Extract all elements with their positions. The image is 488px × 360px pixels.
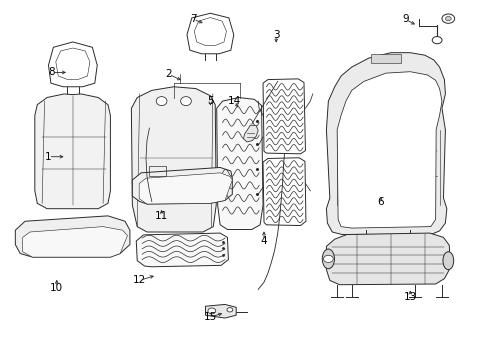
Text: 14: 14 — [228, 96, 241, 106]
Text: 8: 8 — [48, 67, 55, 77]
Polygon shape — [243, 125, 258, 142]
Text: 4: 4 — [260, 236, 267, 246]
Polygon shape — [186, 13, 233, 54]
Circle shape — [445, 17, 450, 21]
Ellipse shape — [156, 96, 166, 105]
Polygon shape — [132, 167, 232, 204]
Circle shape — [323, 255, 332, 262]
Text: 7: 7 — [190, 14, 196, 24]
Polygon shape — [15, 216, 130, 257]
Text: 1: 1 — [45, 152, 52, 162]
Polygon shape — [48, 42, 97, 87]
Text: 6: 6 — [377, 197, 384, 207]
Ellipse shape — [442, 252, 453, 270]
Polygon shape — [263, 79, 305, 154]
Text: 10: 10 — [50, 283, 63, 293]
Circle shape — [207, 308, 215, 314]
Polygon shape — [22, 226, 127, 257]
Polygon shape — [139, 173, 232, 204]
Polygon shape — [131, 87, 216, 232]
Polygon shape — [370, 54, 400, 63]
Polygon shape — [326, 53, 446, 234]
Text: 5: 5 — [206, 96, 213, 106]
Circle shape — [431, 37, 441, 44]
Text: 2: 2 — [165, 69, 172, 79]
Polygon shape — [136, 233, 228, 267]
Polygon shape — [205, 305, 236, 318]
Ellipse shape — [180, 96, 191, 105]
Polygon shape — [336, 72, 441, 228]
Text: 15: 15 — [203, 312, 217, 322]
Text: 3: 3 — [272, 30, 279, 40]
Circle shape — [226, 308, 232, 312]
Text: 11: 11 — [155, 211, 168, 221]
Text: 12: 12 — [133, 275, 146, 285]
Polygon shape — [326, 233, 449, 285]
Polygon shape — [35, 94, 110, 209]
Text: 13: 13 — [403, 292, 416, 302]
Ellipse shape — [322, 249, 334, 269]
Polygon shape — [216, 98, 263, 229]
Text: 9: 9 — [401, 14, 408, 24]
Circle shape — [441, 14, 454, 23]
Polygon shape — [263, 158, 305, 226]
